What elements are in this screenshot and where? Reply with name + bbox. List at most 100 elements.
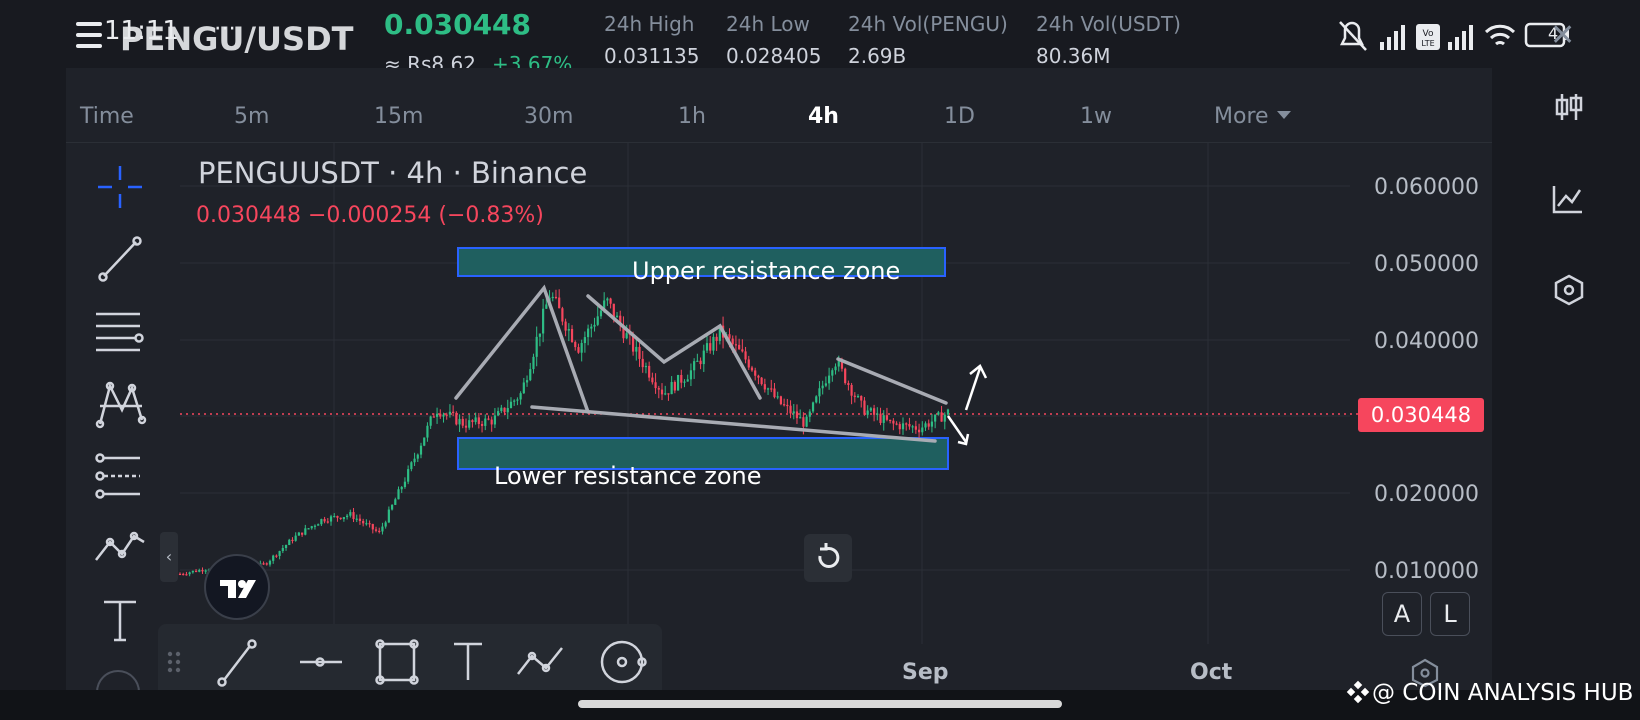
candle xyxy=(545,304,548,309)
chevron-down-icon[interactable] xyxy=(1276,110,1292,120)
candle xyxy=(831,370,834,376)
close-icon[interactable]: ✕ xyxy=(1550,18,1576,53)
candle xyxy=(503,407,506,413)
candle xyxy=(609,298,612,304)
tf-30m[interactable]: 30m xyxy=(524,104,574,129)
candle xyxy=(188,572,191,575)
tf-1w[interactable]: 1w xyxy=(1080,104,1112,129)
candle xyxy=(770,388,773,390)
candle xyxy=(709,343,712,351)
candle xyxy=(355,518,358,520)
candle xyxy=(850,384,853,396)
candle xyxy=(513,400,516,402)
lower-zone xyxy=(457,437,949,470)
candle xyxy=(178,573,182,576)
candle xyxy=(757,375,760,378)
candle xyxy=(728,334,731,339)
candle xyxy=(390,504,394,510)
last-price: 0.030448 xyxy=(384,8,532,41)
candle xyxy=(284,545,288,549)
tf-5m[interactable]: 5m xyxy=(234,104,270,129)
candle xyxy=(866,410,869,415)
stat-value-vol-usdt: 80.36M xyxy=(1036,44,1111,68)
candle xyxy=(326,521,329,523)
home-indicator[interactable] xyxy=(578,700,1062,708)
candle xyxy=(529,369,532,381)
candle xyxy=(410,462,413,470)
collapse-toolbar-button[interactable]: ‹ xyxy=(160,532,178,582)
indicators-icon[interactable] xyxy=(1552,184,1584,214)
wifi-icon xyxy=(1484,24,1516,46)
candle xyxy=(423,437,426,446)
y-tick-label: 0.050000 xyxy=(1374,252,1479,277)
trend-line-icon xyxy=(217,639,257,687)
status-dots: ⋯ xyxy=(214,16,236,41)
candle xyxy=(619,315,622,326)
candle xyxy=(352,512,355,520)
candle xyxy=(532,356,535,370)
reset-chart-button[interactable] xyxy=(804,534,852,582)
candle xyxy=(670,382,673,395)
pattern-icon[interactable] xyxy=(92,376,148,432)
menu-icon[interactable] xyxy=(76,22,102,52)
horizontal-line-icon xyxy=(300,657,342,667)
settings-hex-icon-2[interactable] xyxy=(1410,658,1440,688)
candle xyxy=(802,417,805,427)
crosshair-icon[interactable] xyxy=(92,160,148,216)
candle xyxy=(930,421,934,427)
tf-more[interactable]: More xyxy=(1214,104,1269,129)
tf-time[interactable]: Time xyxy=(80,104,134,129)
pair-title[interactable]: PENGU/USDT xyxy=(120,20,354,58)
header-bar xyxy=(0,0,1640,68)
candle xyxy=(542,308,545,334)
candle xyxy=(345,515,349,518)
path-icon[interactable] xyxy=(92,520,148,576)
candle xyxy=(718,325,721,341)
candle xyxy=(336,515,339,518)
candle xyxy=(288,539,291,546)
candle xyxy=(606,298,609,301)
pattern-lines xyxy=(454,284,948,443)
candle xyxy=(198,569,201,572)
candle xyxy=(702,350,705,365)
candle xyxy=(937,412,940,415)
candle xyxy=(374,529,378,531)
tradingview-icon xyxy=(220,580,256,598)
candle xyxy=(750,367,754,371)
candle xyxy=(773,388,776,398)
fib-lines-icon[interactable] xyxy=(92,304,148,360)
tf-1h[interactable]: 1h xyxy=(678,104,706,129)
candle xyxy=(660,389,664,395)
candle xyxy=(747,359,750,368)
candlestick-type-icon[interactable] xyxy=(1554,92,1584,122)
chart-area[interactable] xyxy=(66,68,1492,690)
stat-value-low: 0.028405 xyxy=(726,44,822,68)
candle xyxy=(631,334,635,352)
tf-4h[interactable]: 4h xyxy=(808,104,839,129)
forecast-icon[interactable] xyxy=(92,448,148,504)
auto-scale-button[interactable]: A xyxy=(1382,592,1422,636)
settings-hex-icon[interactable] xyxy=(1554,274,1584,306)
candle xyxy=(921,427,924,433)
candle xyxy=(898,424,901,430)
candle xyxy=(358,518,362,521)
trend-line-icon[interactable] xyxy=(92,232,148,288)
candle xyxy=(905,423,908,425)
candle xyxy=(763,384,766,390)
candle xyxy=(474,417,477,423)
current-price-tag: 0.030448 xyxy=(1358,398,1484,432)
candle xyxy=(872,408,876,415)
candle xyxy=(783,404,786,406)
candle xyxy=(776,396,779,398)
log-scale-button[interactable]: L xyxy=(1430,592,1470,636)
candle xyxy=(731,338,734,345)
text-icon[interactable] xyxy=(92,592,148,648)
battery-icon xyxy=(1524,22,1569,48)
candle xyxy=(734,344,738,346)
candle xyxy=(940,412,943,422)
tf-1d[interactable]: 1D xyxy=(944,104,975,129)
candle xyxy=(394,499,397,505)
tf-15m[interactable]: 15m xyxy=(374,104,424,129)
candle xyxy=(384,522,387,527)
candle xyxy=(863,400,866,415)
